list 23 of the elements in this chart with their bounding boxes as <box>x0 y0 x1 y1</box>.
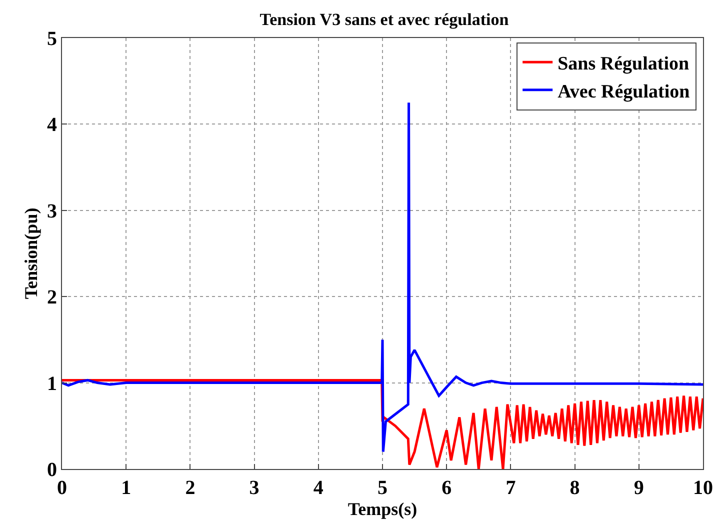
y-tick-label: 0 <box>47 459 57 481</box>
legend-label: Sans Régulation <box>558 54 690 75</box>
line-series <box>62 378 703 469</box>
chart-title: Tension V3 sans et avec régulation <box>260 10 510 30</box>
x-tick-label: 4 <box>313 477 324 499</box>
y-axis-title: Tension(pu) <box>21 208 42 300</box>
y-tick-label: 3 <box>47 200 57 222</box>
x-tick-label: 6 <box>442 477 452 499</box>
x-tick-label: 7 <box>506 477 516 499</box>
legend-label: Avec Régulation <box>558 81 690 102</box>
y-tick-label: 2 <box>47 286 57 309</box>
x-tick-label: 1 <box>121 477 132 499</box>
x-tick-label: 10 <box>693 477 713 499</box>
y-tick-label: 5 <box>47 28 57 50</box>
x-tick-label: 5 <box>378 477 388 499</box>
x-axis-title: Temps(s) <box>348 499 418 520</box>
y-tick-label: 4 <box>47 114 57 136</box>
x-tick-label: 3 <box>249 477 260 499</box>
x-tick-label: 8 <box>570 477 580 499</box>
line-series <box>62 101 703 454</box>
x-tick-label: 9 <box>634 477 644 499</box>
x-tick-label: 2 <box>185 477 196 499</box>
y-tick-label: 1 <box>47 372 57 395</box>
